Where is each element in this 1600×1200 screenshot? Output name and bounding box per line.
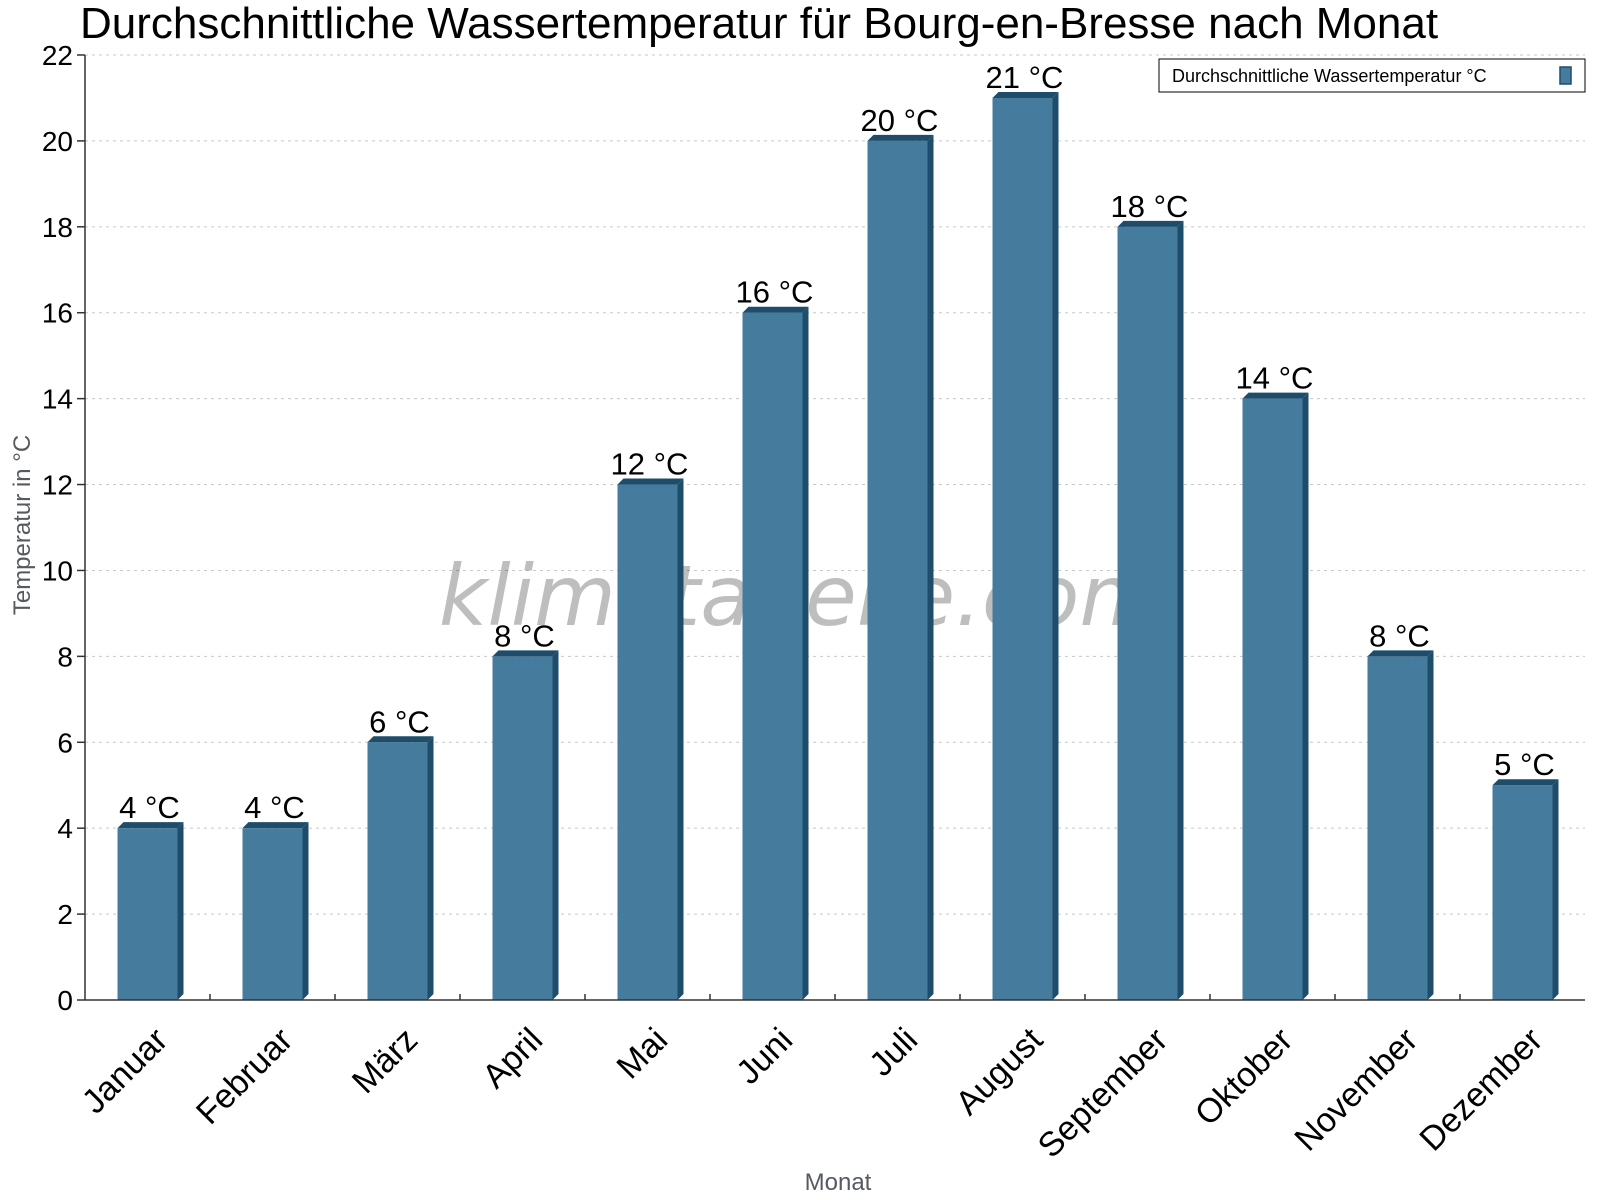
y-tick-label: 12 (42, 470, 73, 501)
legend-swatch (1559, 66, 1572, 85)
x-tick-label: Juni (729, 1021, 800, 1092)
bar-side (552, 650, 559, 1000)
grid-lines (85, 54, 1585, 915)
y-tick-label: 4 (57, 813, 73, 844)
data-label: 16 °C (736, 275, 814, 310)
bar-top (117, 822, 184, 829)
bar-top (992, 91, 1059, 98)
bar-top (742, 306, 809, 313)
y-tick-label: 2 (57, 899, 73, 930)
y-tick-label: 6 (57, 727, 73, 758)
data-label: 8 °C (494, 618, 555, 653)
bar-juli (867, 134, 934, 1001)
bar-dezember (1492, 779, 1559, 1000)
chart-title: Durchschnittliche Wassertemperatur für B… (80, 0, 1438, 48)
x-tick-label: März (345, 1021, 425, 1101)
bar-front (617, 484, 678, 1001)
bar-front (117, 828, 178, 1000)
x-tick-label: Oktober (1188, 1021, 1300, 1133)
x-tick-label: April (475, 1021, 550, 1096)
data-label: 8 °C (1369, 618, 1430, 653)
bar-top (1492, 779, 1559, 786)
data-label: 4 °C (244, 790, 305, 825)
bar-side (927, 134, 934, 1001)
bar-top (867, 134, 934, 141)
bar-front (1117, 226, 1178, 1000)
y-tick-label: 0 (57, 985, 73, 1016)
data-label: 21 °C (986, 60, 1064, 95)
bar-side (177, 822, 184, 1000)
bar-front (367, 742, 428, 1000)
bar-side (1302, 392, 1309, 1000)
bar-side (802, 306, 809, 1000)
bar-august (992, 91, 1059, 1001)
bar-top (242, 822, 309, 829)
bar-side (1052, 91, 1059, 1001)
data-labels: 4 °C 4 °C 6 °C 8 °C 12 °C 16 °C 20 °C 21 °C 18 °… (119, 60, 1555, 825)
bar-front (992, 97, 1053, 1001)
x-tick-label: Juli (862, 1021, 925, 1084)
data-label: 6 °C (369, 704, 430, 739)
x-tick-label: Januar (75, 1021, 175, 1121)
x-tick-label: August (948, 1020, 1050, 1122)
y-tick-label: 16 (42, 298, 73, 329)
bar-top (1117, 220, 1184, 227)
x-tick-label: Mai (610, 1021, 676, 1087)
x-tick-label: November (1287, 1021, 1425, 1159)
bars (117, 91, 1559, 1001)
bar-top (492, 650, 559, 657)
bar-front (242, 828, 303, 1000)
legend: Durchschnittliche Wassertemperatur °C (1158, 58, 1586, 93)
bar-front (1242, 398, 1303, 1000)
data-label: 12 °C (611, 447, 689, 482)
x-tick-label: Februar (189, 1021, 300, 1132)
x-tick-label: Dezember (1412, 1021, 1550, 1159)
bar-front (1367, 656, 1428, 1000)
x-axis-title: Monat (805, 1169, 872, 1196)
bar-märz (367, 736, 434, 1000)
bar-side (427, 736, 434, 1000)
data-label: 14 °C (1236, 361, 1314, 396)
bar-front (492, 656, 553, 1000)
bar-top (367, 736, 434, 743)
bar-top (617, 478, 684, 485)
bar-top (1367, 650, 1434, 657)
bar-front (867, 140, 928, 1001)
data-label: 4 °C (119, 790, 180, 825)
bar-top (1242, 392, 1309, 399)
bar-front (742, 312, 803, 1000)
y-tick-label: 8 (57, 641, 73, 672)
bar-september (1117, 220, 1184, 1000)
data-label: 18 °C (1111, 189, 1189, 224)
bar-side (1427, 650, 1434, 1000)
data-label: 5 °C (1494, 747, 1555, 782)
bar-side (677, 478, 684, 1001)
bar-juni (742, 306, 809, 1000)
x-tick-label: September (1031, 1021, 1175, 1165)
y-tick-label: 20 (42, 126, 73, 157)
legend-box (1158, 58, 1586, 93)
bar-april (492, 650, 559, 1000)
bar-front (1492, 785, 1553, 1000)
y-tick-label: 14 (42, 384, 73, 415)
bar-februar (242, 822, 309, 1000)
data-label: 20 °C (861, 103, 939, 138)
y-tick-label: 10 (42, 555, 73, 586)
legend-label: Durchschnittliche Wassertemperatur °C (1172, 66, 1487, 86)
bar-oktober (1242, 392, 1309, 1000)
bar-januar (117, 822, 184, 1000)
bar-side (1552, 779, 1559, 1000)
bar-side (302, 822, 309, 1000)
bar-side (1177, 220, 1184, 1000)
y-axis-title: Temperatur in °C (9, 435, 36, 615)
y-tick-label: 18 (42, 212, 73, 243)
y-tick-label: 22 (42, 40, 73, 71)
bar-mai (617, 478, 684, 1001)
bar-november (1367, 650, 1434, 1000)
